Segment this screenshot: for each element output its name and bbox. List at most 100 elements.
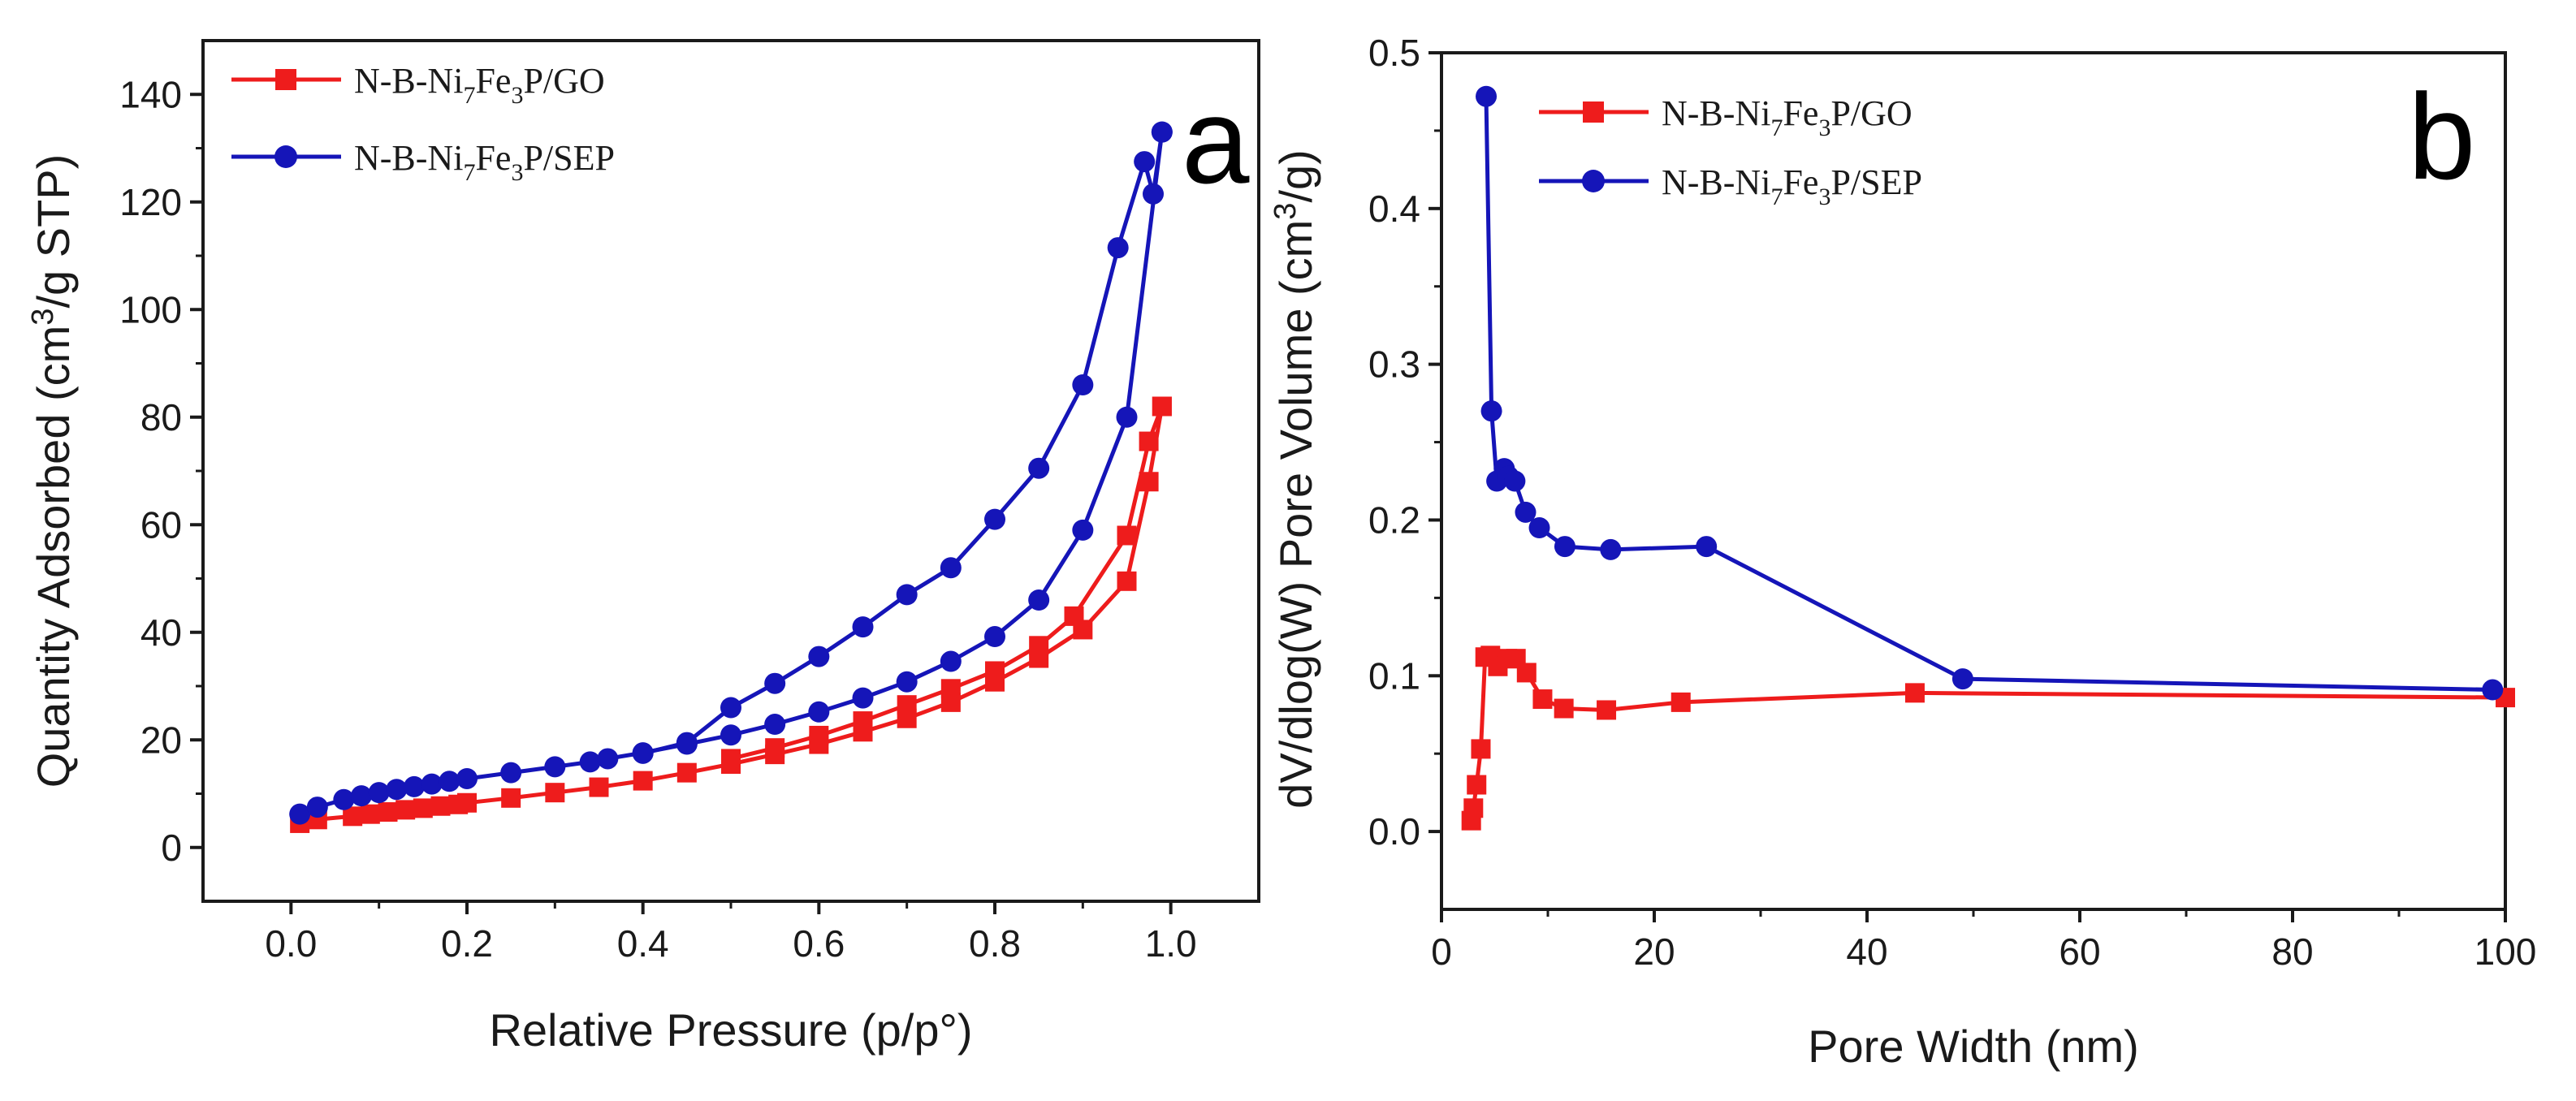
data-point-sep-desorption (984, 508, 1005, 530)
data-point-sep-desorption (1134, 151, 1156, 173)
data-point-sep-adsorption (579, 751, 601, 773)
data-point-sep-adsorption (368, 782, 390, 804)
x-tick-label: 40 (1846, 930, 1887, 973)
data-point-sep-adsorption (896, 671, 918, 693)
data-point-sep (1504, 470, 1526, 492)
data-point-sep (2482, 679, 2504, 701)
data-point-go (1467, 775, 1487, 795)
data-point-sep-adsorption (984, 626, 1005, 648)
data-point-sep-desorption (632, 742, 654, 764)
panel-a-markers (289, 121, 1173, 833)
data-point-sep (1600, 538, 1622, 560)
data-point-go-adsorption (430, 796, 451, 816)
series-line-sep (1484, 96, 2493, 692)
data-point-go-desorption (985, 661, 1005, 681)
data-point-sep-desorption (896, 584, 918, 606)
data-point-go (1471, 739, 1491, 759)
data-point-sep-desorption (1151, 121, 1173, 143)
x-tick-label: 0.4 (617, 922, 669, 965)
y-tick-label: 0.4 (1368, 188, 1420, 230)
legend-swatch-marker-sep (274, 145, 297, 168)
data-point-sep-adsorption (306, 797, 328, 818)
data-point-sep-adsorption (808, 701, 830, 723)
data-point-sep-desorption (940, 557, 962, 579)
y-tick-label: 60 (140, 503, 182, 546)
data-point-go-adsorption (501, 788, 521, 808)
data-point-go-desorption (721, 749, 741, 769)
panel-a-series-lines (299, 132, 1165, 826)
data-point-sep-adsorption (764, 714, 786, 736)
data-point-go-desorption (1029, 636, 1049, 656)
legend-label-sep-b: N-B-Ni7Fe3P/SEP (1662, 162, 1922, 210)
data-point-go (1597, 700, 1617, 720)
x-tick-label: 0.6 (793, 922, 845, 965)
data-point-sep-adsorption (544, 756, 566, 778)
data-point-go-adsorption (545, 783, 565, 803)
data-point-go-adsorption (413, 798, 433, 818)
data-point-go-desorption (853, 711, 873, 732)
y-tick-label: 0.5 (1368, 32, 1420, 74)
data-point-sep-desorption (720, 697, 741, 719)
x-tick-label: 60 (2059, 930, 2100, 973)
x-tick-label: 80 (2271, 930, 2313, 973)
data-point-sep-desorption (1072, 374, 1094, 395)
panel-a-label: a (1182, 72, 1250, 209)
data-point-go-desorption (1139, 431, 1159, 451)
panel-b-ticks: 0 20 40 60 80 100 0.0 0.1 0.2 0.3 0.4 0.5 (1368, 32, 2536, 973)
data-point-sep-adsorption (597, 748, 619, 770)
legend-swatch-marker-sep-b (1582, 170, 1605, 192)
y-tick-label: 0.0 (1368, 810, 1420, 853)
data-point-go-desorption (809, 725, 829, 745)
y-tick-label: 0.3 (1368, 343, 1420, 386)
data-point-sep-desorption (1107, 237, 1129, 259)
x-tick-label: 100 (2474, 930, 2537, 973)
data-point-sep-adsorption (940, 650, 962, 672)
panel-a-y-axis-title: Quantity Adsorbed (cm3/g STP) (26, 154, 79, 788)
data-point-go-adsorption (633, 771, 653, 791)
panel-b-label: b (2408, 68, 2475, 205)
x-tick-label: 0.8 (969, 922, 1021, 965)
data-point-sep-desorption (1143, 183, 1164, 205)
data-point-sep-adsorption (386, 779, 408, 801)
data-point-go (1463, 798, 1484, 818)
data-point-go-adsorption (676, 762, 697, 783)
data-point-go-adsorption (360, 804, 380, 824)
data-point-sep (1515, 501, 1537, 523)
x-tick-label: 1.0 (1145, 922, 1197, 965)
data-point-sep-adsorption (289, 803, 311, 825)
panel-a-ticks: 0.0 0.2 0.4 0.6 0.8 1.0 0 20 40 60 80 100 120 140 (119, 73, 1196, 965)
panel-a-x-axis-title: Relative Pressure (p/p°) (489, 1004, 972, 1056)
panel-b-y-axis-title: dV/dlog(W) Pore Volume (cm3/g) (1269, 149, 1321, 809)
x-tick-label: 20 (1633, 930, 1675, 973)
x-tick-label: 0.2 (441, 922, 493, 965)
data-point-sep (1476, 85, 1498, 107)
data-point-sep-adsorption (852, 687, 874, 709)
y-tick-label: 0.2 (1368, 499, 1420, 541)
legend-entry-sep-b: N-B-Ni7Fe3P/SEP (1539, 162, 1922, 210)
data-point-go-adsorption (457, 792, 477, 813)
x-tick-label: 0.0 (265, 922, 317, 965)
panel-b: 0 20 40 60 80 100 0.0 0.1 0.2 0.3 0.4 0.5 N-B-Ni7Fe… (1269, 32, 2536, 1072)
y-tick-label: 40 (140, 611, 182, 654)
data-point-sep-desorption (1028, 457, 1050, 479)
panel-b-series-lines (1469, 96, 2506, 822)
data-point-sep-adsorption (720, 724, 741, 746)
legend-label-go: N-B-Ni7Fe3P/GO (354, 61, 605, 109)
legend-swatch-marker-go (275, 69, 296, 90)
y-tick-label: 80 (140, 396, 182, 438)
data-point-sep-adsorption (333, 788, 355, 810)
data-point-go (1904, 683, 1925, 703)
data-point-go (1671, 692, 1691, 712)
data-point-go-adsorption (395, 800, 416, 820)
data-point-go-adsorption (1117, 571, 1137, 591)
data-point-sep-adsorption (1116, 406, 1138, 428)
legend-label-sep: N-B-Ni7Fe3P/SEP (354, 138, 615, 186)
data-point-sep-adsorption (439, 771, 460, 792)
legend-entry-sep: N-B-Ni7Fe3P/SEP (231, 138, 615, 186)
data-point-go-adsorption (1139, 472, 1159, 492)
data-point-go (1532, 689, 1553, 710)
panel-b-legend: N-B-Ni7Fe3P/GO N-B-Ni7Fe3P/SEP (1539, 93, 1922, 210)
data-point-go (1516, 663, 1537, 683)
data-point-sep-desorption (852, 616, 874, 638)
